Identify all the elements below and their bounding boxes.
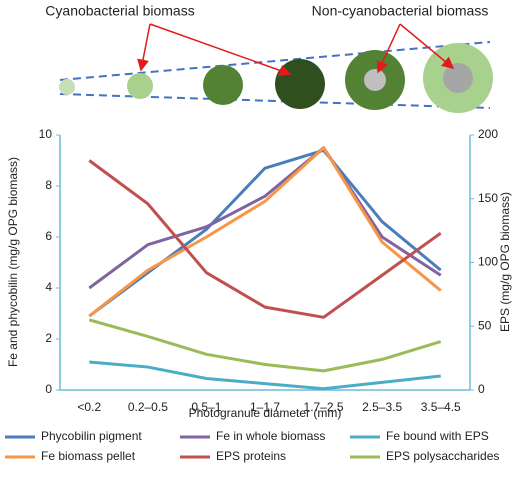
legend-label: EPS polysaccharides	[386, 449, 499, 463]
legend-label: EPS proteins	[216, 449, 286, 463]
legend-label: Fe bound with EPS	[386, 429, 489, 443]
diagram-label: Non-cyanobacterial biomass	[312, 3, 489, 19]
y-axis-label: Fe and phycobilin (mg/g OPG biomass)	[6, 157, 20, 367]
x-tick-label: 0.2–0.5	[128, 400, 168, 414]
y2-axis-label: EPS (mg/g OPG biomass)	[498, 192, 512, 332]
granule-core	[364, 69, 386, 91]
x-tick-label: <0.2	[77, 400, 101, 414]
cone-top	[59, 41, 491, 81]
y-tick-label: 0	[45, 382, 52, 396]
arrow	[137, 23, 151, 72]
y2-tick-label: 100	[478, 255, 498, 269]
arrow	[376, 23, 401, 74]
x-tick-label: 1–1.7	[250, 400, 280, 414]
series-line	[88, 148, 442, 318]
legend-label: Fe biomass pellet	[41, 449, 136, 463]
granule	[203, 65, 243, 105]
x-tick-label: 2.5–3.5	[362, 400, 402, 414]
x-tick-label: 0.5–1	[191, 400, 221, 414]
granule	[59, 79, 75, 95]
y-tick-label: 4	[45, 280, 52, 294]
y2-tick-label: 150	[478, 191, 498, 205]
y2-tick-label: 200	[478, 127, 498, 141]
legend-label: Fe in whole biomass	[216, 429, 325, 443]
series-line	[88, 146, 442, 290]
cone-bottom	[59, 93, 491, 109]
arrow	[149, 23, 292, 77]
diagram-label: Cyanobacterial biomass	[45, 3, 194, 19]
granule	[127, 73, 153, 99]
granule-diagram: Cyanobacterial biomass Non-cyanobacteria…	[45, 3, 493, 113]
granule-core	[443, 63, 473, 93]
series-line	[88, 159, 442, 319]
series-line	[89, 360, 441, 391]
y2-tick-label: 0	[478, 382, 485, 396]
y2-tick-label: 50	[478, 318, 492, 332]
y-tick-label: 10	[39, 127, 53, 141]
x-axis-label: Photogranule diameter (mm)	[189, 406, 342, 420]
y-tick-label: 8	[45, 178, 52, 192]
x-tick-label: 1.7–2.5	[304, 400, 344, 414]
y-tick-label: 2	[45, 331, 52, 345]
granule	[275, 59, 325, 109]
y-tick-label: 6	[45, 229, 52, 243]
x-tick-label: 3.5–4.5	[421, 400, 461, 414]
legend-label: Phycobilin pigment	[41, 429, 142, 443]
series-line	[88, 146, 442, 318]
series-line	[88, 318, 442, 373]
arrow	[399, 23, 455, 69]
chart: Fe and phycobilin (mg/g OPG biomass) EPS…	[6, 157, 512, 420]
